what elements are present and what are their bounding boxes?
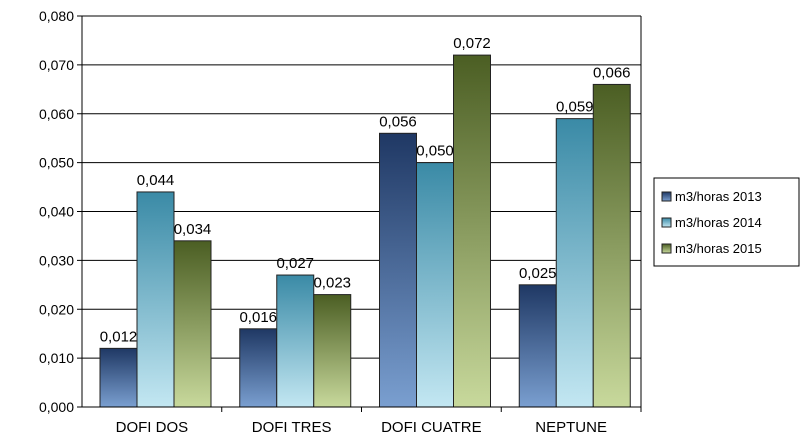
bar (518, 284, 557, 408)
data-label: 0,016 (239, 309, 277, 326)
legend-label: m3/horas 2014 (675, 215, 762, 230)
y-tick-label: 0,050 (39, 155, 74, 171)
legend-label: m3/horas 2013 (675, 189, 762, 204)
x-tick-label: DOFI DOS (116, 419, 189, 436)
data-label: 0,072 (453, 35, 491, 52)
data-labels: 0,012 0,044 0,034 0,016 0,027 0,023 0,056 0,050… (100, 35, 631, 345)
y-tick-label: 0,060 (39, 106, 74, 122)
bar (136, 191, 175, 408)
legend-swatch (661, 191, 672, 202)
y-tick-label: 0,020 (39, 301, 74, 317)
y-tick-label: 0,080 (39, 8, 74, 24)
data-label: 0,059 (556, 99, 594, 116)
bar (379, 132, 417, 408)
legend-swatch (661, 217, 672, 228)
axes: 0,000 0,010 0,020 0,030 0,040 0,050 0,060 0,070… (39, 8, 642, 436)
y-tick-label: 0,070 (39, 57, 74, 73)
bar (592, 83, 631, 408)
data-label: 0,044 (137, 172, 175, 189)
legend-box (653, 177, 800, 267)
bar (173, 240, 212, 408)
bar (453, 54, 491, 408)
y-tick-label: 0,030 (39, 252, 74, 268)
data-label: 0,023 (313, 275, 351, 292)
data-label: 0,056 (379, 113, 417, 130)
legend: m3/horas 2013 m3/horas 2014 m3/horas 2015 (653, 177, 800, 267)
bar (239, 328, 278, 408)
x-tick-label: DOFI CUATRE (381, 419, 482, 436)
bar (99, 347, 138, 408)
y-tick-label: 0,040 (39, 204, 74, 220)
data-label: 0,012 (100, 328, 138, 345)
x-tick-label: NEPTUNE (535, 419, 607, 436)
y-tick-label: 0,010 (39, 350, 74, 366)
data-label: 0,050 (416, 143, 454, 160)
y-tick-label: 0,000 (39, 399, 74, 415)
x-tick-label: DOFI TRES (252, 419, 332, 436)
legend-swatch (661, 243, 672, 254)
bar (313, 294, 352, 408)
data-label: 0,027 (276, 255, 314, 272)
data-label: 0,066 (593, 64, 631, 81)
bar (416, 162, 454, 408)
data-label: 0,034 (174, 221, 212, 238)
bar (276, 274, 315, 408)
data-label: 0,025 (519, 265, 557, 282)
bars (99, 54, 631, 408)
bar (555, 118, 594, 408)
legend-label: m3/horas 2015 (675, 241, 762, 256)
